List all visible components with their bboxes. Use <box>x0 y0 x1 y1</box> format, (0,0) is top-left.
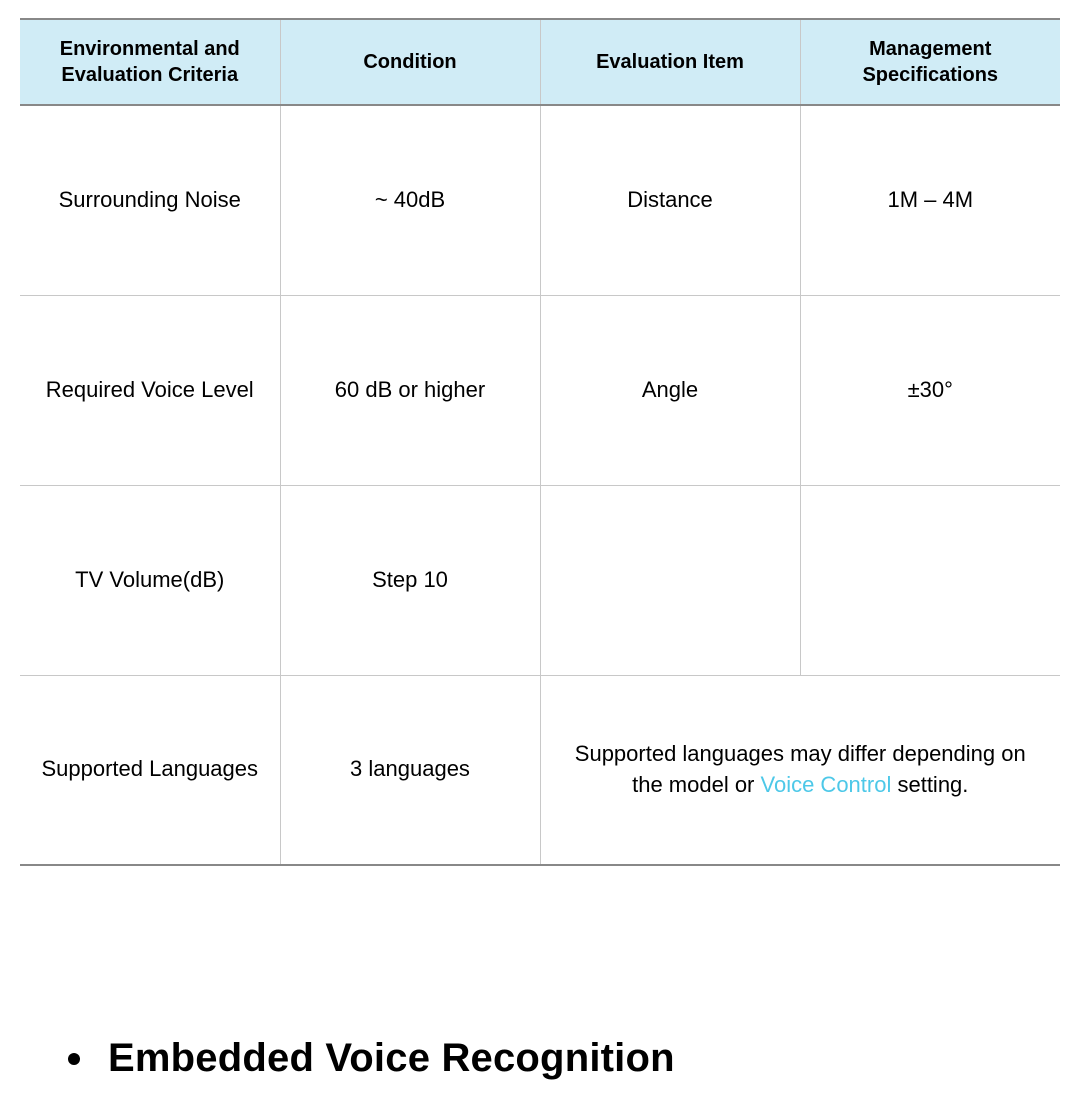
voice-control-link[interactable]: Voice Control <box>761 772 892 797</box>
spec-table: Environmental and Evaluation Criteria Co… <box>20 18 1060 866</box>
table-row: Required Voice Level 60 dB or higher Ang… <box>20 295 1060 485</box>
col-header-management-spec: Management Specifications <box>800 19 1060 105</box>
cell-criteria: TV Volume(dB) <box>20 485 280 675</box>
cell-eval-item <box>540 485 800 675</box>
note-text-post: setting. <box>891 772 968 797</box>
table-row: Surrounding Noise ~ 40dB Distance 1M – 4… <box>20 105 1060 295</box>
table-row: TV Volume(dB) Step 10 <box>20 485 1060 675</box>
table-header: Environmental and Evaluation Criteria Co… <box>20 19 1060 105</box>
cell-condition: 3 languages <box>280 675 540 865</box>
cell-condition: Step 10 <box>280 485 540 675</box>
cell-condition: 60 dB or higher <box>280 295 540 485</box>
cell-mgmt-spec: ±30° <box>800 295 1060 485</box>
cell-mgmt-spec: 1M – 4M <box>800 105 1060 295</box>
col-header-condition: Condition <box>280 19 540 105</box>
cell-criteria: Required Voice Level <box>20 295 280 485</box>
cell-mgmt-spec <box>800 485 1060 675</box>
bullet-icon <box>68 1053 80 1065</box>
section-heading: Embedded Voice Recognition <box>20 1036 1060 1081</box>
heading-text: Embedded Voice Recognition <box>108 1036 675 1081</box>
cell-condition: ~ 40dB <box>280 105 540 295</box>
cell-eval-item: Angle <box>540 295 800 485</box>
cell-eval-item: Distance <box>540 105 800 295</box>
cell-note-span: Supported languages may differ depending… <box>540 675 1060 865</box>
col-header-evaluation-item: Evaluation Item <box>540 19 800 105</box>
cell-criteria: Surrounding Noise <box>20 105 280 295</box>
col-header-criteria: Environmental and Evaluation Criteria <box>20 19 280 105</box>
table-row: Supported Languages 3 languages Supporte… <box>20 675 1060 865</box>
cell-criteria: Supported Languages <box>20 675 280 865</box>
